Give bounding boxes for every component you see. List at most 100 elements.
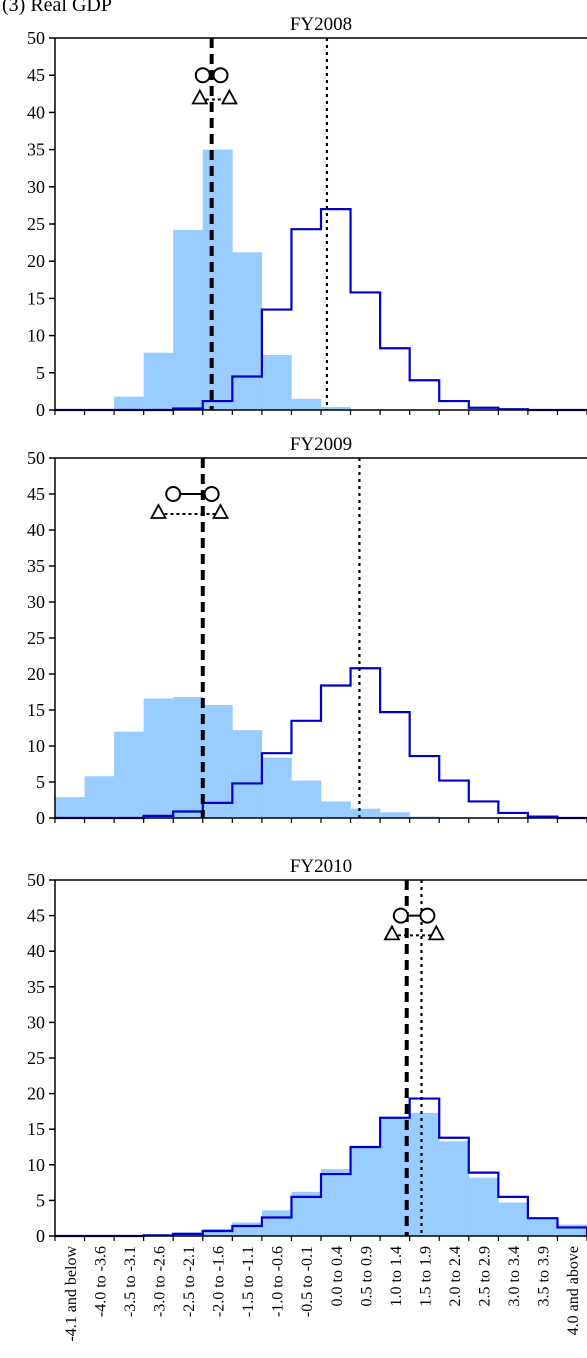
- x-category-label: 1.0 to 1.4: [388, 1246, 405, 1306]
- y-tick-label: 45: [27, 65, 45, 85]
- outline-series-FY2008: [55, 208, 587, 412]
- x-category-label: 2.0 to 2.4: [447, 1246, 464, 1306]
- bar-filled-FY2009-4: [173, 697, 204, 818]
- y-tick-label: 50: [27, 870, 45, 890]
- x-category-label: 4.0 and above: [565, 1246, 582, 1335]
- y-tick-label: 25: [27, 214, 45, 234]
- bar-outline-FY2009-11: [380, 712, 410, 818]
- bar-filled-FY2008-7: [261, 354, 292, 410]
- triangle-marker-1: [220, 88, 238, 105]
- x-category-label: 0.0 to 0.4: [329, 1246, 346, 1306]
- bar-filled-FY2009-6: [232, 730, 263, 818]
- bar-filled-FY2010-15: [498, 1202, 529, 1236]
- x-category-label: -4.0 to -3.6: [92, 1246, 109, 1317]
- bar-outline-FY2008-13: [439, 401, 469, 410]
- bar-outline-FY2009-13: [439, 781, 469, 818]
- y-tick-label: 35: [27, 140, 45, 160]
- x-category-label: -1.5 to -1.1: [240, 1246, 257, 1317]
- x-category-label: -0.5 to -0.1: [299, 1246, 316, 1317]
- y-tick-label: 15: [27, 700, 45, 720]
- panel-FY2010: 0 5 10 15 20 25 30 35 40 45 50 FY2010: [27, 856, 587, 1246]
- x-axis-labels: -4.1 and below -4.0 to -3.6 -3.5 to -3.1 -3…: [63, 1246, 582, 1342]
- bar-filled-FY2009-7: [261, 757, 292, 818]
- y-tick-label: 45: [27, 484, 45, 504]
- triangle-marker-1: [212, 503, 230, 519]
- bar-filled-FY2010-10: [350, 1146, 381, 1236]
- bar-filled-FY2008-8: [291, 398, 322, 410]
- bar-filled-FY2008-2: [114, 396, 144, 410]
- y-tick-label: 10: [27, 736, 45, 756]
- y-tick-label: 5: [36, 363, 45, 383]
- triangle-marker-0: [149, 503, 167, 519]
- bar-filled-FY2008-9: [321, 407, 351, 410]
- circle-marker-1: [212, 67, 229, 84]
- y-tick-label: 30: [27, 592, 45, 612]
- bar-filled-FY2009-1: [84, 776, 115, 818]
- bar-filled-FY2010-8: [291, 1191, 322, 1236]
- bar-filled-FY2009-8: [291, 780, 322, 818]
- x-category-label: -3.0 to -2.6: [151, 1246, 168, 1317]
- circle-marker-0: [392, 907, 409, 924]
- bar-filled-FY2009-11: [380, 812, 410, 818]
- circle-marker-1: [419, 907, 436, 924]
- bar-outline-FY2008-8: [291, 229, 321, 410]
- bar-filled-FY2009-5: [202, 704, 233, 818]
- y-tick-label: 20: [27, 251, 45, 271]
- x-category-label: -1.0 to -0.6: [270, 1246, 287, 1317]
- bar-filled-FY2010-12: [409, 1112, 440, 1236]
- y-tick-label: 40: [27, 102, 45, 122]
- bar-filled-FY2010-9: [321, 1169, 351, 1236]
- bar-filled-FY2010-16: [527, 1218, 558, 1236]
- outline-series-FY2010: [55, 1097, 587, 1238]
- x-category-label: -4.1 and below: [63, 1246, 80, 1342]
- bar-filled-FY2008-6: [232, 252, 263, 410]
- outline-series-FY2009: [55, 667, 587, 820]
- y-tick-label: 25: [27, 628, 45, 648]
- y-tick-label: 45: [27, 906, 45, 926]
- bar-filled-FY2010-6: [232, 1222, 263, 1236]
- y-tick-label: 20: [27, 1084, 45, 1104]
- y-tick-label: 35: [27, 977, 45, 997]
- y-tick-label: 35: [27, 556, 45, 576]
- bar-filled-FY2008-3: [143, 352, 174, 410]
- bar-outline-FY2008-10: [351, 292, 381, 410]
- x-category-label: 2.5 to 2.9: [477, 1246, 494, 1306]
- bar-filled-FY2010-14: [468, 1177, 499, 1236]
- bar-filled-FY2010-13: [439, 1141, 470, 1236]
- y-tick-label: 30: [27, 177, 45, 197]
- y-tick-label: 0: [36, 808, 45, 828]
- bar-filled-FY2010-17: [557, 1224, 587, 1236]
- bar-outline-FY2008-9: [321, 209, 351, 410]
- y-tick-label: 5: [36, 772, 45, 792]
- y-tick-label: 5: [36, 1190, 45, 1210]
- bar-filled-FY2008-4: [173, 229, 204, 410]
- bar-filled-FY2009-0: [55, 797, 85, 818]
- y-tick-label: 0: [36, 400, 45, 420]
- y-tick-label: 30: [27, 1012, 45, 1032]
- x-category-label: -3.5 to -3.1: [122, 1246, 139, 1317]
- circle-marker-0: [165, 486, 182, 502]
- x-category-label: 3.5 to 3.9: [536, 1246, 553, 1306]
- panels-group: 05101520253035404550FY200805101520253035…: [27, 14, 587, 1246]
- y-tick-label: 40: [27, 941, 45, 961]
- triangle-marker-0: [383, 924, 401, 941]
- triangle-marker-1: [427, 924, 445, 941]
- x-category-label: -2.0 to -1.6: [211, 1246, 228, 1317]
- circle-marker-1: [203, 486, 220, 502]
- bar-filled-FY2008-5: [202, 149, 233, 410]
- panel-FY2009: 0 5 10 15 20 25 30 35 40 45 50 FY2009: [27, 434, 587, 828]
- panel-title: FY2008: [290, 14, 352, 35]
- bar-filled-FY2010-7: [261, 1210, 292, 1236]
- panel-title: FY2009: [290, 434, 352, 455]
- y-tick-label: 10: [27, 326, 45, 346]
- y-tick-label: 40: [27, 520, 45, 540]
- bar-outline-FY2009-14: [469, 801, 499, 818]
- bar-outline-FY2009-9: [321, 686, 351, 818]
- bar-outline-FY2008-12: [410, 380, 440, 410]
- bar-filled-FY2010-5: [202, 1228, 233, 1236]
- x-category-label: 3.0 to 3.4: [506, 1246, 523, 1306]
- y-tick-label: 0: [36, 1226, 45, 1246]
- x-category-label: 0.5 to 0.9: [358, 1246, 375, 1306]
- figure-heading: (3) Real GDP: [2, 0, 112, 16]
